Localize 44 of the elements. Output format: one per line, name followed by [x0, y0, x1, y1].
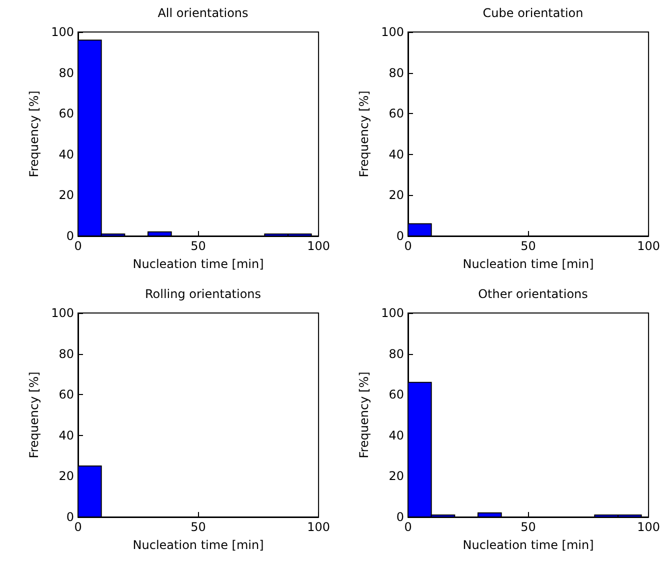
y-tick-label: 40: [388, 428, 404, 442]
y-tick-label: 40: [388, 147, 404, 162]
x-tick-label: 50: [520, 239, 536, 253]
y-tick-label: 0: [396, 510, 404, 524]
y-tick-label: 100: [381, 306, 404, 320]
y-tick-label: 40: [58, 428, 74, 442]
y-tick-label: 20: [58, 188, 74, 202]
x-tick-label: 50: [190, 239, 206, 253]
y-axis-title: Frequency [%]: [27, 372, 42, 458]
y-tick-label: 0: [396, 229, 404, 243]
x-tick-label: 100: [307, 239, 330, 253]
chart-title: Rolling orientations: [144, 287, 262, 301]
y-tick-label: 20: [388, 469, 404, 484]
y-tick-label: 80: [58, 66, 74, 80]
y-tick-label: 60: [58, 388, 74, 402]
y-axis-title: Frequency [%]: [357, 90, 372, 178]
x-axis-title: Nucleation time [min]: [132, 257, 264, 271]
x-tick-label: 100: [637, 239, 660, 253]
y-tick-label: 40: [58, 147, 74, 162]
y-tick-label: 20: [58, 469, 74, 484]
y-tick-label: 80: [388, 66, 404, 80]
x-axis-title: Nucleation time [min]: [462, 538, 594, 552]
chart-title: Cube orientation: [482, 6, 584, 20]
y-tick-label: 60: [58, 106, 74, 121]
chart-title: All orientations: [158, 6, 248, 20]
y-tick-label: 80: [388, 346, 404, 361]
y-tick-label: 100: [51, 25, 74, 39]
x-axis-title: Nucleation time [min]: [462, 257, 594, 271]
y-tick-label: 60: [388, 388, 404, 402]
x-tick-label: 50: [190, 520, 206, 534]
x-tick-label: 100: [307, 520, 330, 534]
y-tick-label: 0: [66, 510, 74, 524]
y-tick-label: 80: [58, 346, 74, 361]
y-tick-label: 60: [388, 106, 404, 121]
x-tick-label: 100: [637, 520, 660, 534]
y-tick-label: 20: [388, 188, 404, 202]
y-axis-title: Frequency [%]: [27, 90, 42, 178]
chart-title: Other orientations: [478, 287, 588, 301]
y-tick-label: 0: [66, 229, 74, 243]
y-tick-label: 100: [51, 306, 74, 320]
y-axis-title: Frequency [%]: [357, 372, 372, 458]
y-tick-label: 100: [381, 25, 404, 39]
x-axis-title: Nucleation time [min]: [132, 538, 264, 552]
x-tick-label: 50: [520, 520, 536, 534]
